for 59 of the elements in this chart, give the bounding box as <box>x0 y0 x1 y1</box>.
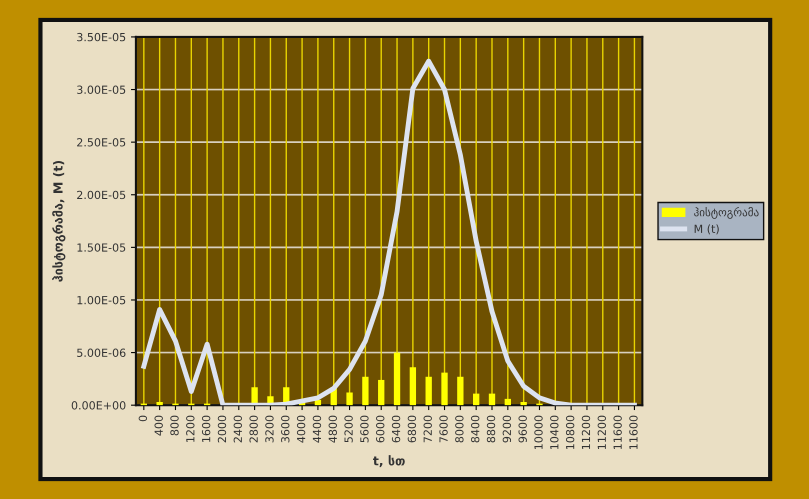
x-tick-label: 1600 <box>202 416 210 442</box>
bar <box>504 398 511 406</box>
bar <box>410 367 416 406</box>
line-series <box>141 58 637 406</box>
x-tick-label: 10800 <box>566 416 574 450</box>
y-tick-label: 2.00E-05 <box>77 190 126 200</box>
y-axis-title: ჰისტოგრამა, M (t) <box>52 160 66 282</box>
y-tick-label: 1.50E-05 <box>78 243 126 252</box>
x-tick-label: 3600 <box>281 416 290 442</box>
bar <box>394 352 400 406</box>
legend-label: M (t) <box>694 224 719 234</box>
x-tick-label: 7600 <box>439 416 448 442</box>
x-tick-label: 3200 <box>265 416 274 442</box>
x-tick-label: 4400 <box>312 416 322 443</box>
x-axis-title: t, სთ <box>373 455 405 468</box>
x-tick-label: 5200 <box>344 416 353 442</box>
x-tick-label: 800 <box>170 416 179 436</box>
bar <box>520 402 527 406</box>
bar <box>378 380 384 406</box>
bar <box>426 376 432 406</box>
x-tick-label: 400 <box>154 416 163 436</box>
bar <box>314 400 322 406</box>
x-tick-label: 1200 <box>186 416 195 442</box>
x-tick-label: 7200 <box>424 416 432 442</box>
x-tick-label: 6400 <box>392 416 400 442</box>
x-tick-label: 2800 <box>249 416 258 442</box>
x-tick-label: 11600 <box>613 416 622 450</box>
x-tick-label: 9600 <box>518 416 527 442</box>
x-tick-label: 11600 <box>629 416 638 450</box>
x-tick-label: 5600 <box>360 416 369 442</box>
x-tick-label: 11200 <box>582 416 590 450</box>
bar <box>473 394 480 406</box>
bar <box>362 376 369 406</box>
x-tick-label: 10400 <box>550 416 559 450</box>
x-tick-label: 6000 <box>376 416 384 442</box>
x-tick-label: 10000 <box>534 416 543 450</box>
x-tick-label: 6800 <box>408 416 416 442</box>
x-tick-label: 8400 <box>470 416 480 442</box>
x-tick-label: 8800 <box>486 416 496 442</box>
y-tick-label: 1.00E-05 <box>78 296 126 304</box>
bar <box>488 394 496 406</box>
y-tick-label: 5.00E-06 <box>77 348 126 357</box>
legend-label: ჰისტოგრამა <box>694 206 759 219</box>
y-tick-label: 3.00E-05 <box>77 86 126 94</box>
bar <box>457 376 464 406</box>
y-tick-label: 3.50E-05 <box>77 32 126 42</box>
bar <box>156 402 163 406</box>
x-tick-label: 0 <box>138 416 148 422</box>
y-tick-label: 0.00E+00 <box>72 401 126 410</box>
x-tick-label: 8000 <box>455 416 464 442</box>
y-tick-label: 2.50E-05 <box>77 138 126 147</box>
x-tick-label: 9200 <box>502 416 512 442</box>
x-tick-label: 2000 <box>218 416 226 442</box>
bar <box>346 392 353 406</box>
bar <box>441 372 448 406</box>
x-tick-label: 11200 <box>598 416 606 450</box>
x-tick-label: 2400 <box>234 416 242 442</box>
x-tick-label: 4000 <box>296 416 306 443</box>
x-tick-label: 4800 <box>328 416 337 443</box>
